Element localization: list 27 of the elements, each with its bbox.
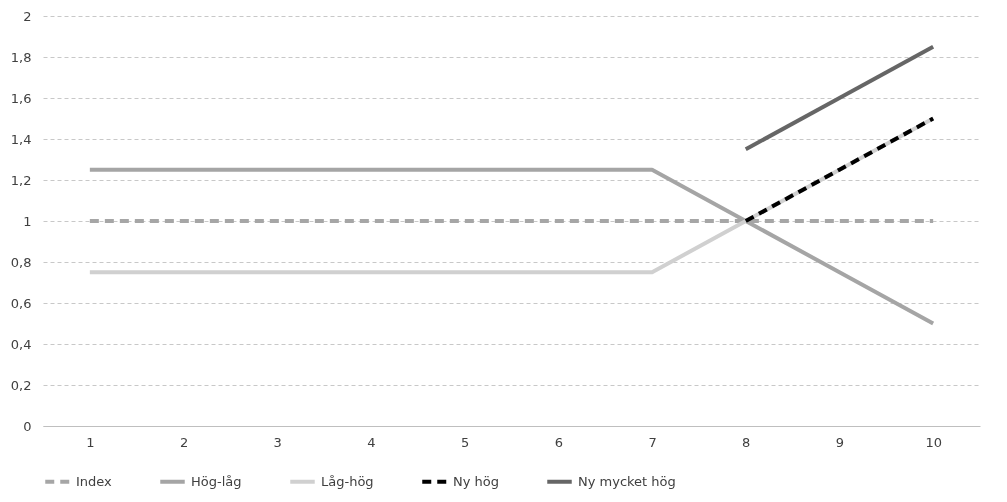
y-tick-label: 1,2: [10, 172, 32, 188]
legend-label: Låg-hög: [321, 473, 374, 489]
x-tick-label: 8: [742, 434, 751, 450]
y-tick-label: 1: [23, 213, 32, 229]
line-series: [87, 167, 936, 326]
y-tick-label: 0: [23, 418, 32, 434]
x-tick-label: 1: [86, 434, 95, 450]
x-tick-label: 3: [273, 434, 282, 450]
y-tick-label: 0,6: [10, 295, 32, 311]
legend-label: Ny hög: [453, 473, 499, 489]
y-tick-label: 1,4: [10, 131, 32, 147]
y-tick-label: 0,8: [10, 254, 32, 270]
legend-label: Index: [76, 473, 113, 489]
y-tick-label: 0,4: [10, 336, 32, 352]
x-tick-label: 10: [925, 434, 942, 450]
legend-label: Hög-låg: [191, 473, 242, 489]
x-tick-label: 9: [835, 434, 845, 450]
x-tick-label: 7: [648, 434, 657, 450]
x-tick-label: 2: [179, 434, 189, 450]
x-tick-label: 4: [367, 434, 376, 450]
legend-label: Ny mycket hög: [578, 473, 676, 489]
y-tick-label: 2: [23, 8, 32, 24]
y-tick-label: 1,8: [10, 49, 32, 65]
x-tick-label: 6: [554, 434, 563, 450]
x-tick-label: 5: [461, 434, 470, 450]
y-tick-label: 1,6: [10, 90, 32, 106]
y-tick-label: 0,2: [10, 377, 32, 393]
